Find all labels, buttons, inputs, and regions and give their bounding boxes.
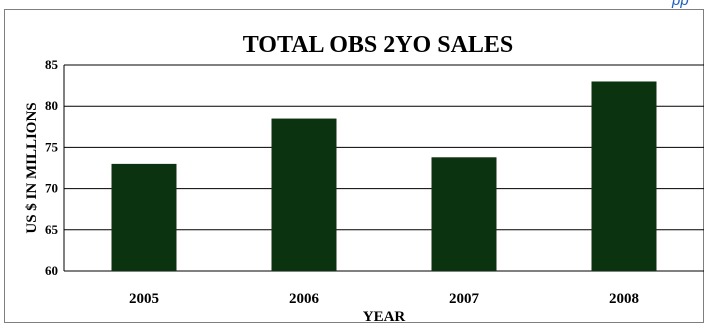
x-category-labels: 2005 2006 2007 2008: [129, 291, 639, 307]
y-tick-label: 80: [45, 98, 58, 113]
y-tick-label: 85: [45, 57, 59, 72]
bar-2008: [591, 81, 657, 271]
chart-title: TOTAL OBS 2YO SALES: [243, 32, 514, 58]
x-category-label: 2008: [609, 291, 639, 307]
x-category-label: 2005: [129, 291, 159, 307]
x-category-label: 2007: [449, 291, 480, 307]
y-axis-label: US $ IN MILLIONS: [24, 102, 40, 233]
x-axis-label: YEAR: [363, 309, 406, 325]
bar-2006: [271, 118, 337, 271]
header-text-fragment: pp: [672, 0, 689, 9]
y-tick-labels: 60 65 70 75 80 85: [45, 57, 59, 278]
y-tick-label: 65: [45, 222, 59, 237]
y-tick-label: 75: [45, 139, 59, 154]
y-tick-label: 70: [45, 181, 58, 196]
bar-2005: [111, 163, 177, 271]
bars: [111, 81, 657, 271]
y-tick-label: 60: [45, 263, 58, 278]
bar-2007: [431, 157, 497, 271]
x-category-label: 2006: [289, 291, 320, 307]
